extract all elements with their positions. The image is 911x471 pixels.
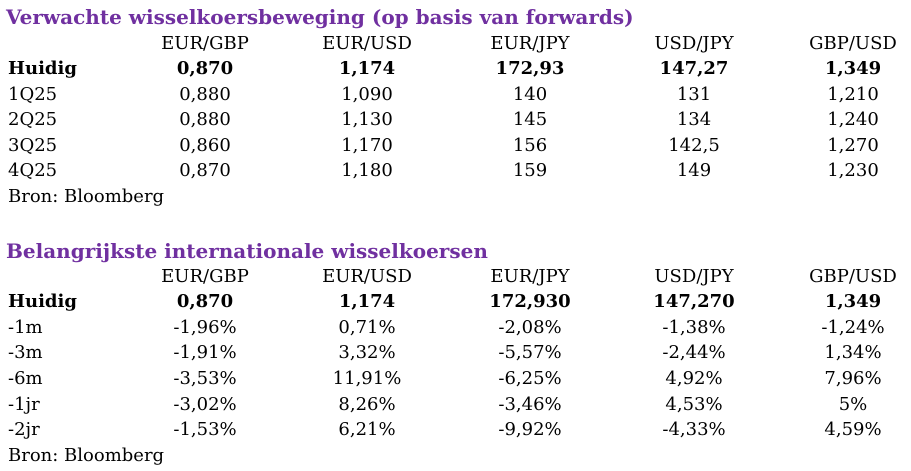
table-cell: 0,860 bbox=[179, 135, 231, 156]
table-cell: 1,240 bbox=[827, 109, 879, 130]
table-cell: 0,71% bbox=[338, 317, 396, 338]
table-cell: 149 bbox=[676, 160, 712, 181]
table-row: -1m -1,96% 0,71% -2,08% -1,38% -1,24% bbox=[0, 317, 911, 342]
rates-header-gbpusd: GBP/USD bbox=[809, 266, 897, 287]
table-cell: -3,02% bbox=[173, 394, 237, 415]
table-cell: -1,53% bbox=[173, 419, 237, 440]
table-cell: 5% bbox=[838, 394, 868, 415]
rates-header-row: EUR/GBP EUR/USD EUR/JPY USD/JPY GBP/USD bbox=[0, 266, 911, 291]
forwards-title: Verwachte wisselkoersbeweging (op basis … bbox=[6, 5, 634, 29]
table-cell: 156 bbox=[512, 135, 548, 156]
rates-header-eurgbp: EUR/GBP bbox=[161, 266, 249, 287]
table-cell: -3,46% bbox=[498, 394, 562, 415]
row-label: 2Q25 bbox=[8, 109, 58, 130]
table-cell: 1,130 bbox=[341, 109, 393, 130]
table-cell: -6,25% bbox=[498, 368, 562, 389]
table-cell: 0,870 bbox=[176, 291, 234, 312]
table-cell: -3,53% bbox=[173, 368, 237, 389]
table-row: -2jr -1,53% 6,21% -9,92% -4,33% 4,59% bbox=[0, 419, 911, 444]
forwards-header-eurgbp: EUR/GBP bbox=[161, 33, 249, 54]
table-cell: 1,180 bbox=[341, 160, 393, 181]
rates-source: Bron: Bloomberg bbox=[8, 445, 165, 466]
table-cell: 7,96% bbox=[824, 368, 882, 389]
row-label: Huidig bbox=[8, 291, 77, 312]
table-cell: 1,270 bbox=[827, 135, 879, 156]
table-cell: 172,930 bbox=[489, 291, 571, 312]
table-cell: 134 bbox=[676, 109, 712, 130]
row-label: Huidig bbox=[8, 58, 77, 79]
row-label: -2jr bbox=[8, 419, 40, 440]
table-cell: -2,44% bbox=[662, 342, 726, 363]
rates-row-current: Huidig 0,870 1,174 172,930 147,270 1,349 bbox=[0, 291, 911, 316]
table-cell: 3,32% bbox=[338, 342, 396, 363]
rates-header-eurusd: EUR/USD bbox=[322, 266, 412, 287]
table-cell: -1,91% bbox=[173, 342, 237, 363]
rates-header-eurjpy: EUR/JPY bbox=[490, 266, 570, 287]
row-label: -6m bbox=[8, 368, 43, 389]
table-cell: 0,870 bbox=[176, 58, 234, 79]
table-cell: 172,93 bbox=[495, 58, 565, 79]
row-label: -3m bbox=[8, 342, 43, 363]
table-row: -1jr -3,02% 8,26% -3,46% 4,53% 5% bbox=[0, 394, 911, 419]
table-cell: 1,090 bbox=[341, 84, 393, 105]
table-cell: 147,27 bbox=[659, 58, 729, 79]
table-cell: 147,270 bbox=[653, 291, 735, 312]
forwards-header-row: EUR/GBP EUR/USD EUR/JPY USD/JPY GBP/USD bbox=[0, 33, 911, 58]
table-cell: 4,53% bbox=[665, 394, 723, 415]
table-cell: 145 bbox=[512, 109, 548, 130]
table-cell: 1,230 bbox=[827, 160, 879, 181]
table-cell: 1,170 bbox=[341, 135, 393, 156]
table-cell: -1,38% bbox=[662, 317, 726, 338]
table-cell: 8,26% bbox=[338, 394, 396, 415]
table-cell: 4,92% bbox=[665, 368, 723, 389]
forwards-source: Bron: Bloomberg bbox=[8, 186, 165, 207]
forwards-header-usdjpy: USD/JPY bbox=[654, 33, 734, 54]
forwards-header-eurjpy: EUR/JPY bbox=[490, 33, 570, 54]
forwards-row-current: Huidig 0,870 1,174 172,93 147,27 1,349 bbox=[0, 58, 911, 83]
table-row: 3Q25 0,860 1,170 156 142,5 1,270 bbox=[0, 135, 911, 160]
table-cell: -2,08% bbox=[498, 317, 562, 338]
table-cell: 1,174 bbox=[338, 291, 396, 312]
table-row: 1Q25 0,880 1,090 140 131 1,210 bbox=[0, 84, 911, 109]
table-cell: 0,880 bbox=[179, 109, 231, 130]
table-cell: 1,349 bbox=[824, 58, 882, 79]
rates-title: Belangrijkste internationale wisselkoers… bbox=[6, 239, 488, 263]
table-cell: 1,349 bbox=[824, 291, 882, 312]
table-cell: 159 bbox=[512, 160, 548, 181]
row-label: 4Q25 bbox=[8, 160, 58, 181]
table-cell: 6,21% bbox=[338, 419, 396, 440]
forwards-header-gbpusd: GBP/USD bbox=[809, 33, 897, 54]
table-cell: 4,59% bbox=[824, 419, 882, 440]
row-label: 3Q25 bbox=[8, 135, 58, 156]
table-cell: 1,174 bbox=[338, 58, 396, 79]
row-label: 1Q25 bbox=[8, 84, 58, 105]
forwards-header-eurusd: EUR/USD bbox=[322, 33, 412, 54]
table-row: 4Q25 0,870 1,180 159 149 1,230 bbox=[0, 160, 911, 185]
table-cell: 11,91% bbox=[332, 368, 402, 389]
table-cell: 1,34% bbox=[824, 342, 882, 363]
table-cell: 0,880 bbox=[179, 84, 231, 105]
table-cell: -4,33% bbox=[662, 419, 726, 440]
table-row: 2Q25 0,880 1,130 145 134 1,240 bbox=[0, 109, 911, 134]
table-cell: 1,210 bbox=[827, 84, 879, 105]
table-cell: -1,96% bbox=[173, 317, 237, 338]
table-row: -3m -1,91% 3,32% -5,57% -2,44% 1,34% bbox=[0, 342, 911, 367]
row-label: -1jr bbox=[8, 394, 40, 415]
table-row: -6m -3,53% 11,91% -6,25% 4,92% 7,96% bbox=[0, 368, 911, 393]
row-label: -1m bbox=[8, 317, 43, 338]
table-cell: -9,92% bbox=[498, 419, 562, 440]
table-cell: -5,57% bbox=[498, 342, 562, 363]
table-cell: 140 bbox=[512, 84, 548, 105]
table-cell: 0,870 bbox=[179, 160, 231, 181]
table-cell: -1,24% bbox=[821, 317, 885, 338]
table-cell: 142,5 bbox=[668, 135, 720, 156]
rates-header-usdjpy: USD/JPY bbox=[654, 266, 734, 287]
table-cell: 131 bbox=[676, 84, 712, 105]
